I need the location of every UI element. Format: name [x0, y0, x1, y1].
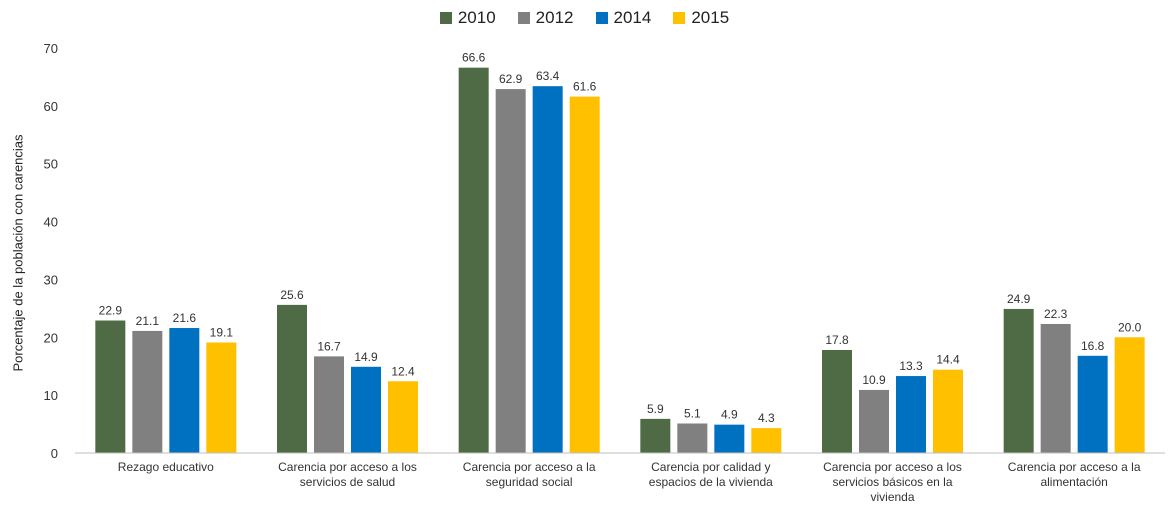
- bar-2015: [206, 342, 237, 453]
- data-label: 63.4: [536, 69, 560, 83]
- bars: 22.9 21.1 21.6 19.1 25.6 16.7 14.9 12.4 66.6 62.9…: [95, 51, 1145, 454]
- x-tick-label: Carencia por acceso a los: [278, 460, 417, 474]
- y-tick-label: 0: [51, 446, 58, 461]
- bar-2012: [677, 423, 708, 453]
- y-tick-label: 50: [44, 157, 58, 172]
- y-axis: 0 10 20 30 40 50 60 70: [44, 41, 58, 461]
- legend-label-2012: 2012: [535, 8, 574, 27]
- chart-legend: 2010 2012 2014 2015: [0, 8, 1169, 28]
- bar-2010: [458, 67, 489, 454]
- data-label: 14.4: [936, 353, 960, 367]
- bar-2010: [822, 350, 852, 453]
- data-label: 17.8: [825, 333, 849, 347]
- data-label: 14.9: [354, 350, 378, 364]
- x-tick-label: Carencia por acceso a la: [463, 460, 596, 474]
- x-tick-label: seguridad social: [486, 475, 573, 489]
- bar-2014: [351, 366, 381, 453]
- data-label: 21.1: [136, 314, 160, 328]
- legend-swatch-2012: [517, 12, 530, 24]
- data-label: 61.6: [573, 80, 597, 94]
- legend-item-2010: 2010: [439, 8, 496, 28]
- y-tick-label: 70: [44, 41, 58, 56]
- data-label: 5.1: [684, 406, 701, 420]
- data-label: 10.9: [862, 373, 886, 387]
- legend-item-2014: 2014: [595, 8, 652, 28]
- legend-item-2015: 2015: [673, 8, 729, 28]
- bar-2012: [1040, 323, 1071, 453]
- bar-2010: [640, 418, 671, 453]
- bar-2014: [169, 328, 200, 453]
- x-tick-label: Carencia por acceso a los: [823, 460, 962, 474]
- data-label: 66.6: [462, 51, 486, 65]
- bar-2014: [1077, 355, 1108, 453]
- y-tick-label: 30: [44, 272, 58, 287]
- data-label: 13.3: [899, 359, 923, 373]
- bar-2015: [933, 369, 963, 453]
- bar-2015: [569, 96, 600, 453]
- x-tick-label: Carencia por calidad y: [651, 460, 770, 474]
- data-label: 24.9: [1007, 292, 1031, 306]
- legend-swatch-2010: [439, 12, 452, 24]
- y-tick-label: 20: [44, 330, 58, 345]
- bar-2012: [495, 89, 526, 453]
- y-tick-label: 60: [44, 99, 58, 114]
- data-label: 4.3: [758, 411, 775, 425]
- data-label: 16.7: [317, 339, 341, 353]
- y-tick-label: 10: [44, 388, 58, 403]
- x-tick-label: Carencia por acceso a la: [1008, 460, 1141, 474]
- data-label: 5.9: [647, 402, 664, 416]
- data-label: 21.6: [173, 311, 197, 325]
- data-label: 62.9: [499, 72, 523, 86]
- x-tick-label: espacios de la vivienda: [649, 475, 773, 489]
- data-label: 16.8: [1081, 339, 1105, 353]
- data-label: 22.9: [99, 304, 123, 318]
- legend-swatch-2014: [595, 12, 608, 24]
- legend-swatch-2015: [673, 12, 686, 24]
- data-label: 4.9: [721, 408, 738, 422]
- bar-2015: [751, 428, 782, 453]
- bar-2012: [859, 389, 889, 453]
- bar-2015: [1114, 337, 1145, 453]
- x-tick-label: vivienda: [870, 490, 914, 504]
- legend-label-2014: 2014: [613, 8, 652, 27]
- legend-label-2015: 2015: [691, 8, 730, 27]
- data-label: 20.0: [1118, 320, 1142, 334]
- data-label: 12.4: [391, 364, 415, 378]
- x-tick-label: servicios básicos en la: [832, 475, 952, 489]
- x-tick-label: servicios de salud: [300, 475, 395, 489]
- data-label: 19.1: [210, 325, 234, 339]
- bar-2010: [277, 304, 307, 453]
- bar-2010: [95, 320, 126, 453]
- bar-2015: [388, 381, 418, 453]
- bar-2014: [896, 376, 926, 453]
- legend-item-2012: 2012: [517, 8, 574, 28]
- x-axis: Rezago educativo Carencia por acceso a lo…: [75, 452, 1165, 504]
- x-tick-label: alimentación: [1040, 475, 1107, 489]
- legend-label-2010: 2010: [457, 8, 496, 27]
- bar-2012: [132, 330, 163, 453]
- bar-2010: [1003, 308, 1034, 453]
- y-tick-label: 40: [44, 215, 58, 230]
- bar-2014: [532, 86, 563, 453]
- data-label: 22.3: [1044, 307, 1068, 321]
- bar-2014: [714, 424, 745, 453]
- x-tick-label: Rezago educativo: [118, 460, 214, 474]
- bar-2012: [314, 356, 344, 453]
- data-label: 25.6: [280, 288, 304, 302]
